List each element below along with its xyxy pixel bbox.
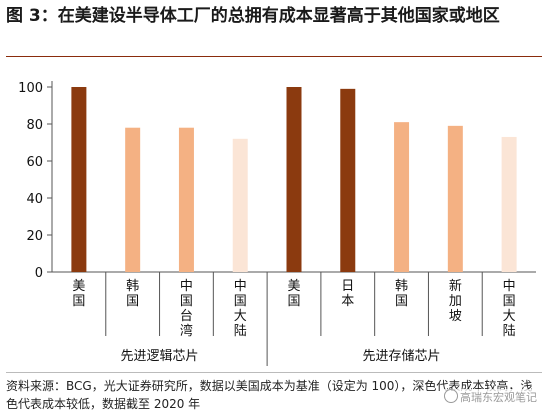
x-category-label: 韩: [126, 279, 139, 294]
y-tick-label: 80: [26, 118, 43, 133]
x-category-label: 大: [234, 309, 247, 324]
chart-title: 图 3：在美建设半导体工厂的总拥有成本显著高于其他国家或地区: [6, 6, 500, 26]
y-tick-label: 40: [26, 192, 43, 207]
wechat-icon: [444, 389, 458, 403]
x-category-label: 日: [341, 279, 354, 294]
bar: [340, 88, 356, 272]
bar: [447, 125, 463, 272]
bar: [286, 87, 302, 272]
bar: [394, 122, 410, 273]
bar: [71, 87, 87, 272]
bar-chart: 020406080100美国韩国中国台湾中国大陆先进逻辑芯片美国日本韩国新加坡中…: [18, 81, 536, 366]
x-category-label: 陆: [234, 323, 247, 339]
x-category-label: 韩: [395, 279, 408, 294]
footer-divider: [6, 372, 542, 373]
x-category-label: 国: [126, 294, 139, 309]
x-category-label: 大: [503, 309, 516, 324]
y-tick-label: 20: [26, 229, 43, 244]
x-group-label: 先进存储芯片: [363, 349, 441, 364]
x-category-label: 美: [287, 279, 300, 294]
x-category-label: 中: [503, 279, 516, 294]
bar: [232, 138, 248, 272]
x-category-label: 国: [287, 294, 300, 309]
x-category-label: 国: [395, 294, 408, 309]
x-category-label: 加: [449, 294, 462, 309]
source-note: 资料来源：BCG，光大证券研究所，数据以美国成本为基准（设定为 100），深色代…: [6, 379, 533, 411]
x-category-label: 坡: [449, 309, 462, 324]
x-category-label: 新: [449, 278, 462, 294]
title-divider: [6, 56, 542, 57]
y-tick-label: 100: [18, 81, 43, 96]
bar: [501, 136, 517, 272]
x-category-label: 台: [180, 309, 193, 324]
x-group-label: 先进逻辑芯片: [121, 349, 199, 364]
y-tick-label: 0: [35, 266, 43, 281]
x-category-label: 湾: [180, 323, 193, 339]
x-category-label: 中: [180, 279, 193, 294]
y-tick-label: 60: [26, 155, 43, 170]
x-category-label: 美: [72, 279, 85, 294]
x-category-label: 国: [180, 294, 193, 309]
bar: [178, 127, 194, 272]
x-category-label: 本: [341, 294, 354, 309]
x-category-label: 中: [234, 279, 247, 294]
x-category-label: 国: [234, 294, 247, 309]
bar: [125, 127, 141, 272]
x-category-label: 陆: [503, 323, 516, 339]
x-category-label: 国: [503, 294, 516, 309]
watermark-text: 高瑞东宏观笔记: [460, 391, 537, 404]
watermark: 高瑞东宏观笔记: [441, 389, 540, 405]
x-category-label: 国: [72, 294, 85, 309]
